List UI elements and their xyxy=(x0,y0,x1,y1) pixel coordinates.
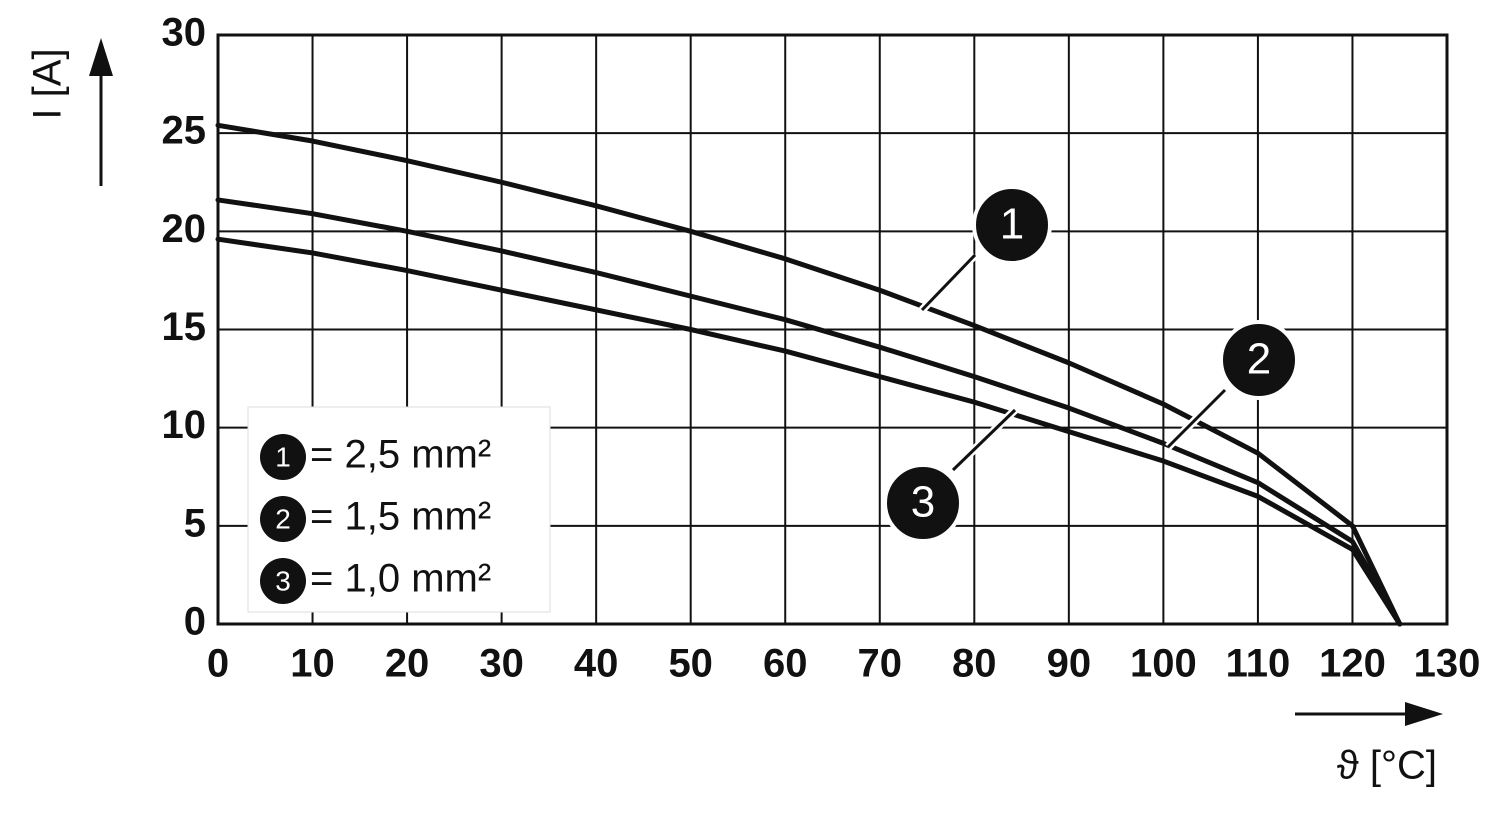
legend-number: 2 xyxy=(275,503,291,534)
x-tick-label: 120 xyxy=(1319,642,1386,686)
curve xyxy=(215,122,1403,627)
axis-arrows xyxy=(89,38,1443,726)
callout-number: 1 xyxy=(1000,200,1024,249)
x-tick-label: 10 xyxy=(290,642,335,686)
leader-line xyxy=(951,408,1017,472)
leader-line xyxy=(920,253,977,312)
legend-label: = 2,5 mm² xyxy=(310,433,491,477)
leader-line xyxy=(1166,388,1227,449)
curve xyxy=(215,236,1403,627)
y-tick-label: 15 xyxy=(162,305,207,349)
legend-number: 1 xyxy=(275,441,291,472)
x-tick-label: 70 xyxy=(858,642,903,686)
x-tick-label: 40 xyxy=(574,642,619,686)
x-tick-label: 0 xyxy=(207,642,229,686)
x-axis-label: ϑ [°C] xyxy=(1337,744,1437,788)
x-tick-label: 100 xyxy=(1130,642,1197,686)
y-tick-label: 0 xyxy=(184,600,206,644)
curve xyxy=(215,197,1403,627)
legend-label: = 1,5 mm² xyxy=(310,495,491,539)
x-tick-label: 110 xyxy=(1226,642,1291,686)
callout-number: 3 xyxy=(911,478,935,527)
x-tick-label: 60 xyxy=(763,642,808,686)
y-tick-label: 30 xyxy=(162,11,207,55)
legend-badge xyxy=(260,434,306,480)
y-tick-label: 10 xyxy=(162,403,207,447)
y-axis-label: I [A] xyxy=(26,48,70,119)
x-tick-label: 50 xyxy=(668,642,713,686)
legend-badge xyxy=(260,496,306,542)
plot-frame xyxy=(216,33,1449,626)
callout-badge xyxy=(883,463,963,543)
x-tick-label: 130 xyxy=(1414,642,1481,686)
callout-badge xyxy=(1219,320,1299,400)
legend-badge xyxy=(260,558,306,604)
x-tick-label: 90 xyxy=(1047,642,1092,686)
y-tick-label: 20 xyxy=(162,207,207,251)
legend-number: 3 xyxy=(275,565,291,596)
x-tick-label: 20 xyxy=(385,642,430,686)
y-tick-label: 25 xyxy=(162,109,207,153)
x-tick-label: 30 xyxy=(479,642,524,686)
x-tick-label: 80 xyxy=(952,642,997,686)
callout-number: 2 xyxy=(1247,335,1271,384)
callout-badge xyxy=(972,185,1052,265)
y-tick-label: 5 xyxy=(184,501,206,545)
legend-label: = 1,0 mm² xyxy=(310,557,491,601)
